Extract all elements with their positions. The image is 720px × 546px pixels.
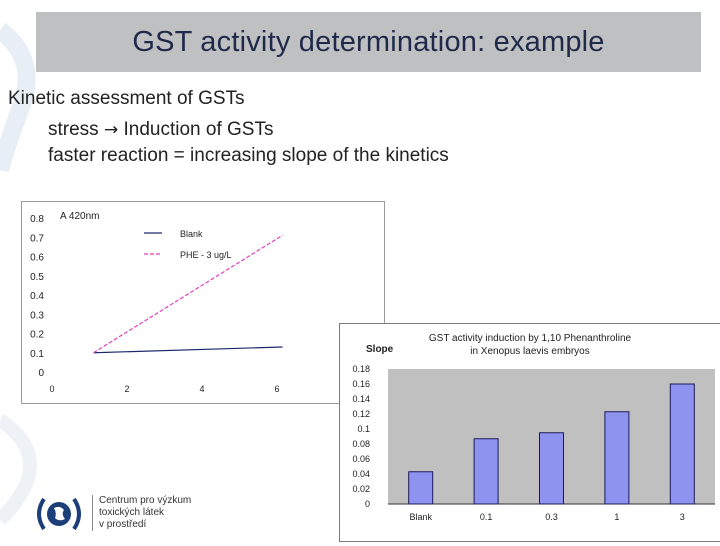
- logo-line-2: toxických látek: [99, 507, 165, 518]
- globe-logo-icon: [37, 497, 81, 531]
- slide-title: GST activity determination: example: [132, 25, 605, 58]
- chart1-ytick-label: 0.4: [30, 291, 44, 302]
- chart1-title: A 420nm: [60, 211, 99, 222]
- chart2-xtick-label: 3: [680, 512, 685, 522]
- chart2-subtitle: in Xenopus laevis embryos: [470, 346, 590, 357]
- logo-line-3: v prostředí: [99, 519, 147, 530]
- chart2-xtick-label: 0.3: [545, 512, 558, 522]
- chart2-ytick-label: 0.08: [352, 439, 370, 449]
- chart2-bar: [408, 471, 434, 505]
- chart1-ytick-label: 0.2: [30, 330, 44, 341]
- chart2-title: GST activity induction by 1,10 Phenanthr…: [429, 333, 632, 344]
- chart2-bar: [604, 411, 630, 505]
- chart2-ytick-label: 0.04: [352, 469, 370, 479]
- chart1-xtick-label: 6: [274, 384, 279, 394]
- gst-induction-bar-chart-svg: GST activity induction by 1,10 Phenanthr…: [352, 333, 715, 522]
- chart1-ytick-label: 0.8: [30, 214, 44, 225]
- chart1-series-line: [93, 346, 283, 354]
- title-banner: GST activity determination: example: [36, 12, 701, 72]
- chart2-ytick-label: 0.16: [352, 379, 370, 389]
- chart2-ytick-label: 0.06: [352, 454, 370, 464]
- kinetics-line-chart-svg: A 420nm 0 0.1 0.2 0.3 0.4 0.5 0.6 0.7 0.8 0 2 4 6 Blan…: [30, 211, 283, 394]
- chart1-ytick-label: 0.7: [30, 233, 44, 244]
- chart2-xtick-label: 0.1: [480, 512, 493, 522]
- chart1-xtick-label: 2: [124, 384, 129, 394]
- chart2-ytick-label: 0.18: [352, 364, 370, 374]
- chart1-ytick-label: 0.3: [30, 310, 44, 321]
- bullet-kinetic-assessment: Kinetic assessment of GSTs: [8, 88, 245, 109]
- chart2-ylabel: Slope: [366, 344, 394, 355]
- chart1-ytick-label: 0.6: [30, 253, 44, 264]
- chart1-ytick-label: 0.5: [30, 272, 44, 283]
- chart2-xtick-label: 1: [614, 512, 619, 522]
- chart1-xtick-label: 4: [199, 384, 204, 394]
- kinetics-line-chart: A 420nm 0 0.1 0.2 0.3 0.4 0.5 0.6 0.7 0.8 0 2 4 6 Blan…: [21, 201, 385, 404]
- chart2-xtick-label: Blank: [409, 512, 432, 522]
- chart1-ytick-label: 0: [38, 368, 44, 379]
- chart2-ytick-label: 0.02: [352, 484, 370, 494]
- bullet-induction-text: Induction of GSTs: [118, 119, 274, 140]
- chart2-bar: [539, 432, 564, 505]
- chart2-ytick-label: 0.1: [357, 424, 370, 434]
- chart2-ytick-label: 0.12: [352, 409, 370, 419]
- bullet-stress-induction: stress → Induction of GSTs: [48, 119, 273, 141]
- recetox-logo: Centrum pro výzkum toxických látek v pro…: [34, 495, 194, 533]
- bullet-faster-reaction: faster reaction = increasing slope of th…: [48, 145, 449, 166]
- chart1-xtick-label: 0: [49, 384, 54, 394]
- chart2-bar: [473, 438, 499, 505]
- logo-caption: Centrum pro výzkum toxických látek v pro…: [92, 495, 191, 531]
- chart1-legend-label: Blank: [180, 229, 203, 239]
- bullet-stress-text: stress: [48, 119, 104, 140]
- logo-line-1: Centrum pro výzkum: [99, 495, 192, 506]
- chart2-ytick-label: 0: [365, 499, 370, 509]
- arrow-right-icon: →: [103, 120, 119, 140]
- chart1-legend-label: PHE - 3 ug/L: [180, 250, 232, 260]
- chart2-bar: [669, 383, 695, 505]
- gst-induction-bar-chart: GST activity induction by 1,10 Phenanthr…: [339, 323, 720, 542]
- chart1-series-line: [93, 234, 283, 354]
- chart2-ytick-label: 0.14: [352, 394, 370, 404]
- chart1-ytick-label: 0.1: [30, 349, 44, 360]
